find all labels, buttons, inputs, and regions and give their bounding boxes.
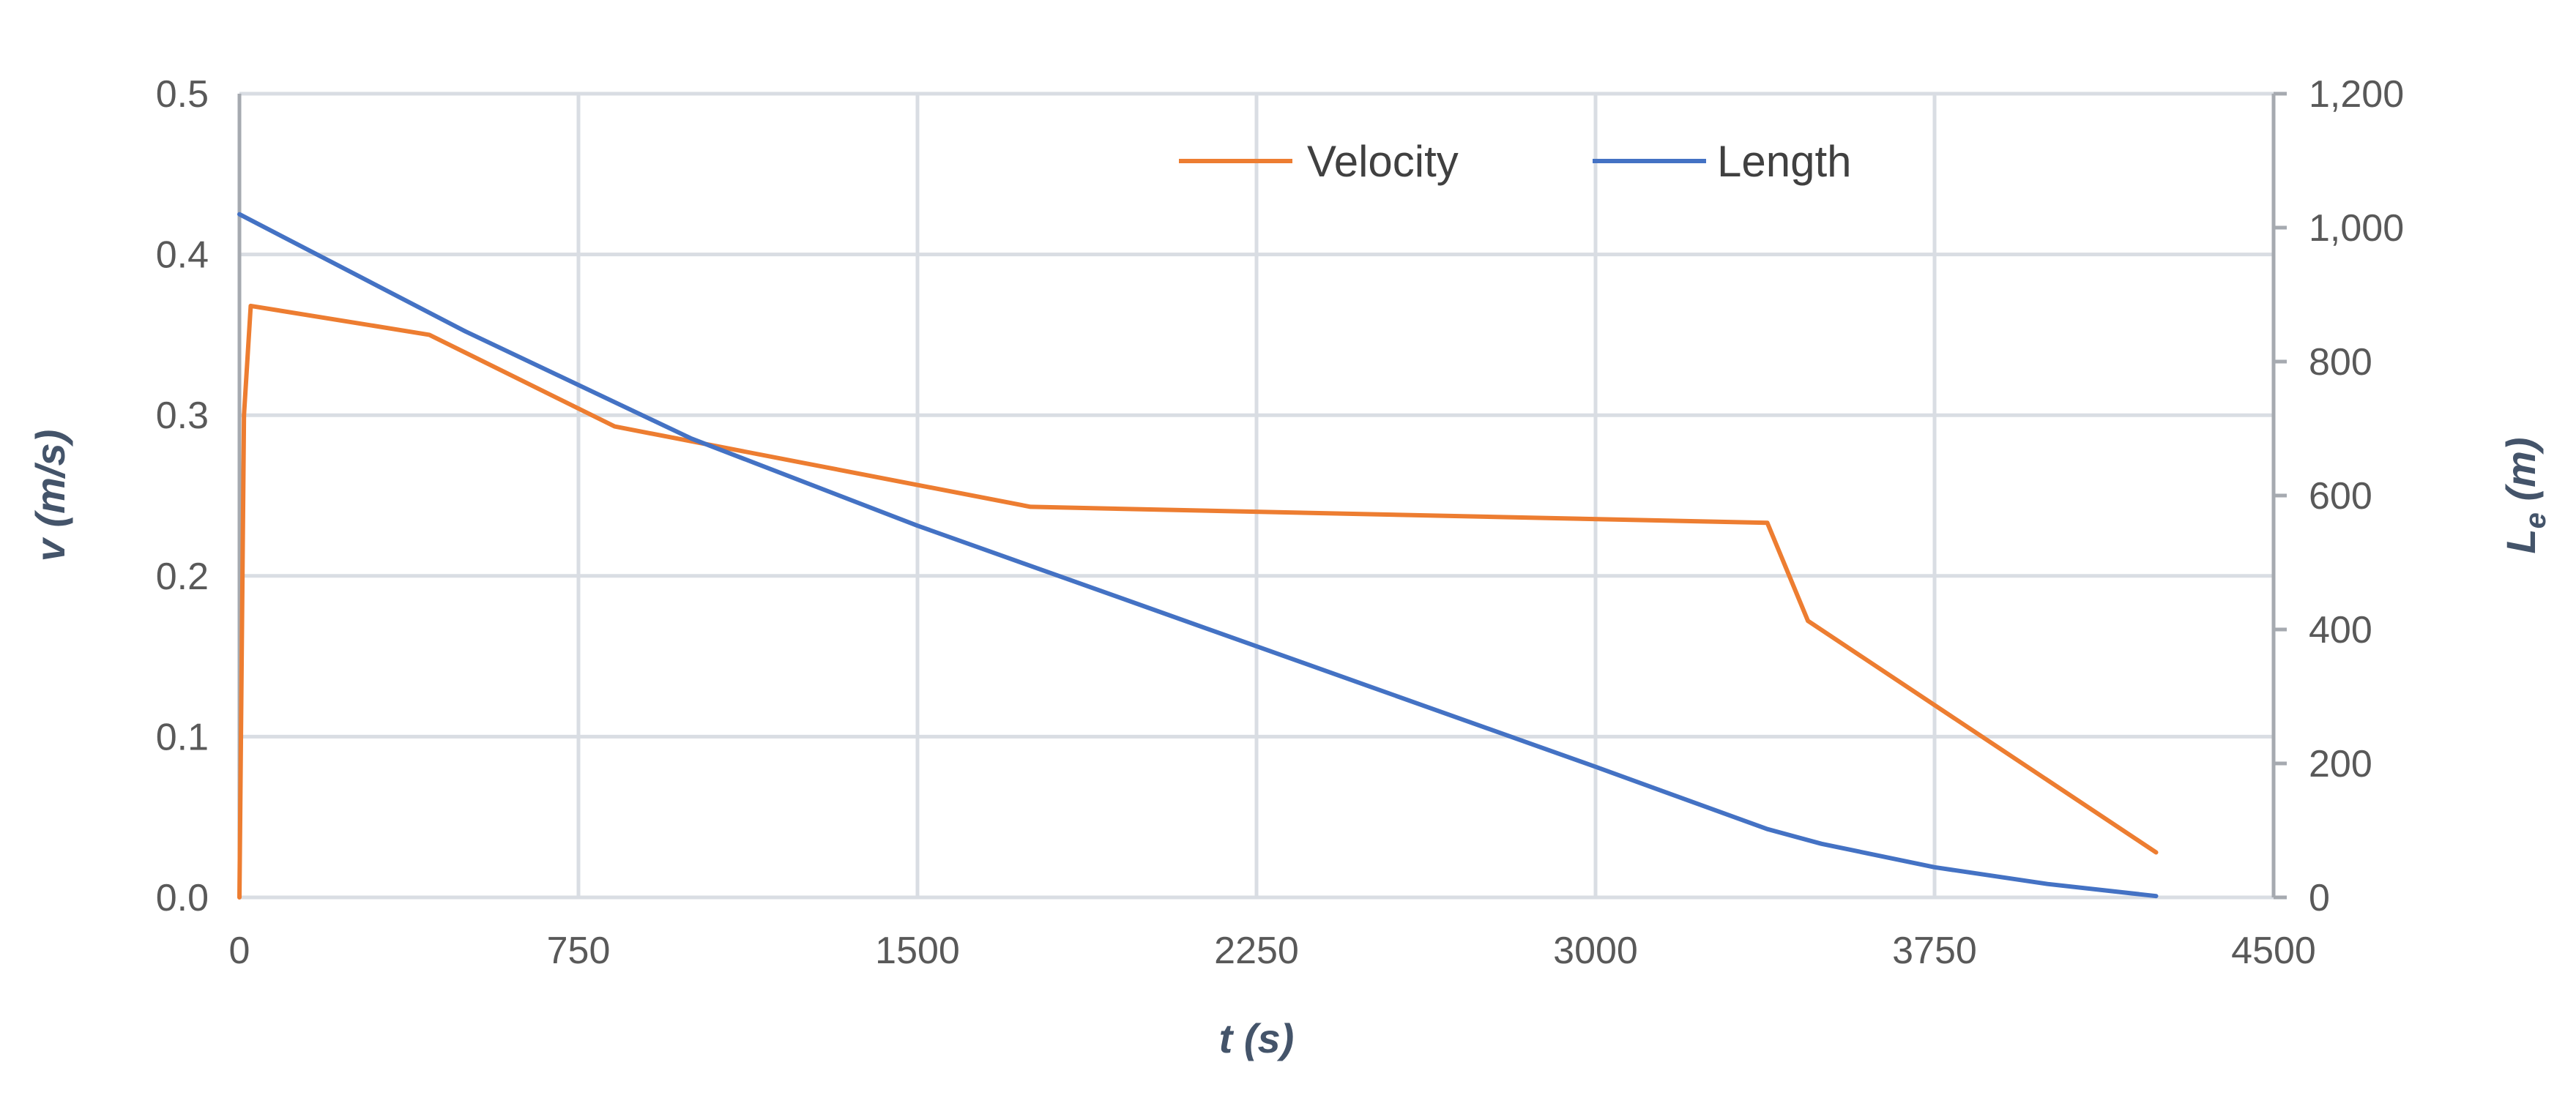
y-right-tick-label: 1,000 xyxy=(2309,207,2404,250)
series-lines xyxy=(237,212,2159,900)
series-line-length xyxy=(237,212,2159,899)
right-y-axis-title-base: L xyxy=(2498,528,2544,553)
legend-label-length: Length xyxy=(1717,137,1852,186)
x-tick-label: 3000 xyxy=(1553,930,1638,972)
x-tick-label: 4500 xyxy=(2231,930,2316,972)
gridlines xyxy=(239,91,2274,900)
left-y-tick-labels: 0.0 0.1 0.2 0.3 0.4 0.5 xyxy=(156,73,209,919)
y-left-tick-label: 0.0 xyxy=(156,877,209,919)
y-right-tick-label: 200 xyxy=(2309,743,2372,785)
y-left-tick-label: 0.2 xyxy=(156,556,209,598)
y-left-tick-label: 0.4 xyxy=(156,234,209,277)
x-tick-label: 1500 xyxy=(875,930,960,972)
y-right-tick-label: 600 xyxy=(2309,475,2372,517)
x-tick-label: 2250 xyxy=(1214,930,1299,972)
x-tick-label: 750 xyxy=(547,930,611,972)
y-left-tick-label: 0.5 xyxy=(156,73,209,116)
y-right-tick-label: 800 xyxy=(2309,341,2372,384)
x-tick-label: 0 xyxy=(229,930,250,972)
y-right-tick-label: 1,200 xyxy=(2309,73,2404,116)
x-tick-label: 3750 xyxy=(1892,930,1977,972)
right-y-tick-labels: 0 200 400 600 800 1,000 1,200 xyxy=(2274,73,2404,919)
left-y-axis-title: v (m/s) xyxy=(27,430,73,562)
y-left-tick-label: 0.1 xyxy=(156,716,209,758)
y-right-tick-label: 0 xyxy=(2309,877,2330,919)
right-y-axis-title-subscript: e xyxy=(2520,512,2552,528)
x-axis-title: t (s) xyxy=(1219,1015,1295,1061)
legend-label-velocity: Velocity xyxy=(1307,137,1459,186)
right-y-axis-title-unit: (m) xyxy=(2498,437,2544,512)
legend: Velocity Length xyxy=(1179,137,1852,186)
y-right-tick-label: 400 xyxy=(2309,609,2372,651)
right-y-axis-title: Le (m) xyxy=(2498,437,2552,553)
series-line-velocity xyxy=(237,303,2159,900)
x-tick-labels: 0 750 1500 2250 3000 3750 4500 xyxy=(229,930,2316,972)
y-left-tick-label: 0.3 xyxy=(156,395,209,437)
